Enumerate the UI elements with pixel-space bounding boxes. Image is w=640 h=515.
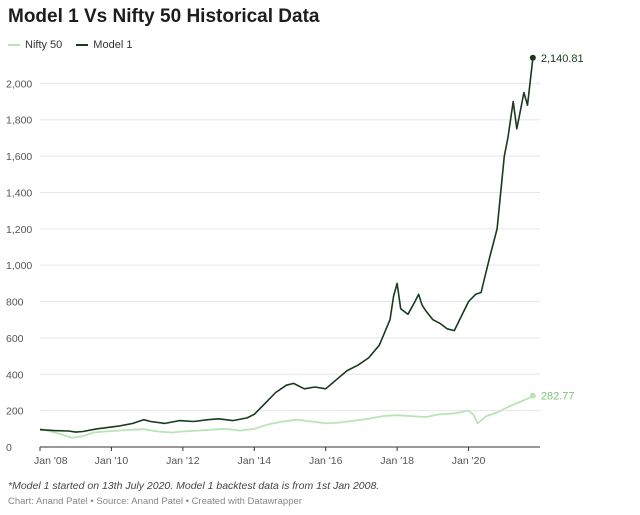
y-tick-label: 600 [6,333,24,345]
series-line-nifty [39,394,534,439]
y-tick-label: 1,600 [6,151,32,163]
chart-title: Model 1 Vs Nifty 50 Historical Data [8,6,320,27]
y-tick-label: 0 [6,442,12,454]
x-tick-label: Jan '08 [34,455,68,467]
x-tick-label: Jan '16 [309,455,343,467]
legend-label-nifty: Nifty 50 [25,39,63,51]
legend-swatch-nifty [8,44,20,46]
y-tick-label: 1,200 [6,224,32,236]
credit-line: Chart: Anand Patel • Source: Anand Patel… [8,496,302,507]
y-tick-label: 800 [6,297,24,309]
y-tick-label: 1,000 [6,260,32,272]
legend-item-model: Model 1 [76,39,132,51]
x-tick-label: Jan '18 [380,455,414,467]
x-tick-label: Jan '20 [452,455,486,467]
x-tick-label: Jan '12 [166,455,200,467]
end-point-model [529,54,536,61]
legend: Nifty 50 Model 1 [8,39,146,51]
legend-label-model: Model 1 [93,39,133,51]
y-tick-label: 1,800 [6,115,32,127]
legend-swatch-model [76,44,89,46]
end-label-nifty: 282.77 [541,391,575,403]
end-point-nifty [529,392,536,399]
x-tick-label: Jan '14 [238,455,272,467]
y-tick-label: 400 [6,369,24,381]
series-line-model [39,57,534,433]
y-tick-label: 2,000 [6,78,32,90]
legend-item-nifty: Nifty 50 [8,39,62,51]
line-chart: 0 200 400 600 800 1,000 1,200 1,400 1,600 1,800 2,… [6,53,584,467]
y-tick-label: 200 [6,406,24,418]
y-tick-label: 1,400 [6,187,32,199]
x-tick-label: Jan '10 [95,455,129,467]
end-label-model: 2,140.81 [541,53,584,65]
footnote: *Model 1 started on 13th July 2020. Mode… [8,480,380,492]
